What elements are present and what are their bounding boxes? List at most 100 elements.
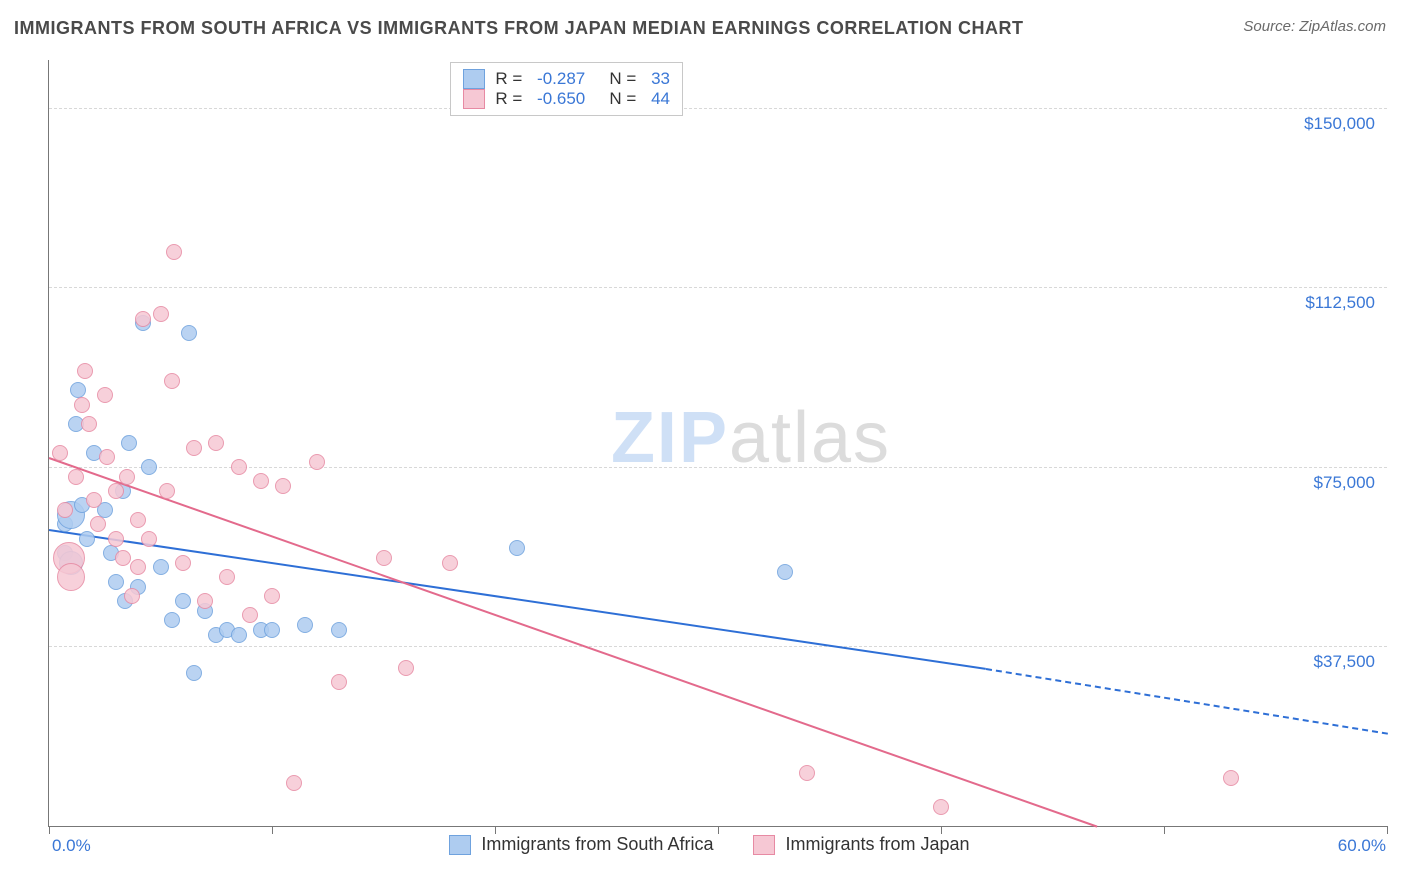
- x-tick: [495, 826, 496, 834]
- data-point-sa: [175, 593, 191, 609]
- data-point-jp: [1223, 770, 1239, 786]
- data-point-sa: [181, 325, 197, 341]
- data-point-jp: [442, 555, 458, 571]
- gridline-h: [49, 287, 1387, 288]
- data-point-sa: [264, 622, 280, 638]
- legend-row-sa: R = -0.287 N = 33: [463, 69, 670, 89]
- data-point-sa: [186, 665, 202, 681]
- data-point-jp: [197, 593, 213, 609]
- legend-n-label: N =: [595, 69, 636, 89]
- data-point-jp: [242, 607, 258, 623]
- data-point-jp: [108, 483, 124, 499]
- data-point-jp: [253, 473, 269, 489]
- data-point-jp: [175, 555, 191, 571]
- data-point-jp: [97, 387, 113, 403]
- gridline-h: [49, 467, 1387, 468]
- data-point-jp: [219, 569, 235, 585]
- data-point-jp: [119, 469, 135, 485]
- data-point-jp: [933, 799, 949, 815]
- data-point-sa: [141, 459, 157, 475]
- trend-line: [49, 457, 1098, 828]
- x-tick: [272, 826, 273, 834]
- legend-n-label: N =: [595, 89, 636, 109]
- data-point-jp: [398, 660, 414, 676]
- x-tick: [49, 826, 50, 834]
- legend-item-jp: Immigrants from Japan: [753, 834, 969, 855]
- data-point-jp: [264, 588, 280, 604]
- x-tick: [1387, 826, 1388, 834]
- data-point-sa: [164, 612, 180, 628]
- data-point-jp: [57, 563, 85, 591]
- legend-n-value: 44: [646, 89, 670, 109]
- legend-label: Immigrants from Japan: [785, 834, 969, 855]
- data-point-jp: [231, 459, 247, 475]
- legend-r-value: -0.650: [532, 89, 585, 109]
- legend-row-jp: R = -0.650 N = 44: [463, 89, 670, 109]
- data-point-jp: [90, 516, 106, 532]
- x-tick: [941, 826, 942, 834]
- legend-swatch: [753, 835, 775, 855]
- data-point-jp: [186, 440, 202, 456]
- data-point-jp: [115, 550, 131, 566]
- data-point-jp: [99, 449, 115, 465]
- data-point-jp: [57, 502, 73, 518]
- chart-title: IMMIGRANTS FROM SOUTH AFRICA VS IMMIGRAN…: [14, 18, 1023, 39]
- data-point-jp: [164, 373, 180, 389]
- x-axis-max-label: 60.0%: [1338, 836, 1386, 856]
- data-point-jp: [130, 559, 146, 575]
- data-point-sa: [108, 574, 124, 590]
- data-point-jp: [376, 550, 392, 566]
- legend-r-label: R =: [495, 69, 522, 89]
- legend-correlation-box: R = -0.287 N = 33R = -0.650 N = 44: [450, 62, 683, 116]
- legend-swatch: [463, 69, 485, 89]
- y-tick-label: $37,500: [1314, 652, 1375, 672]
- legend-r-value: -0.287: [532, 69, 585, 89]
- data-point-sa: [121, 435, 137, 451]
- source-name: ZipAtlas.com: [1299, 18, 1386, 35]
- y-tick-label: $150,000: [1304, 114, 1375, 134]
- data-point-sa: [777, 564, 793, 580]
- legend-swatch: [463, 89, 485, 109]
- data-point-sa: [509, 540, 525, 556]
- data-point-sa: [153, 559, 169, 575]
- source-prefix: Source:: [1243, 18, 1299, 35]
- trend-line: [985, 668, 1387, 735]
- data-point-jp: [799, 765, 815, 781]
- y-tick-label: $112,500: [1305, 293, 1375, 313]
- legend-item-sa: Immigrants from South Africa: [449, 834, 713, 855]
- y-tick-label: $75,000: [1314, 473, 1375, 493]
- data-point-jp: [81, 416, 97, 432]
- data-point-jp: [208, 435, 224, 451]
- x-tick: [718, 826, 719, 834]
- gridline-h: [49, 646, 1387, 647]
- data-point-sa: [231, 627, 247, 643]
- chart-plot-area: $37,500$75,000$112,500$150,000ZIPatlasR …: [48, 60, 1387, 827]
- legend-swatch: [449, 835, 471, 855]
- data-point-jp: [74, 397, 90, 413]
- x-tick: [1164, 826, 1165, 834]
- data-point-jp: [309, 454, 325, 470]
- x-axis-min-label: 0.0%: [52, 836, 91, 856]
- legend-r-label: R =: [495, 89, 522, 109]
- data-point-jp: [331, 674, 347, 690]
- data-point-sa: [297, 617, 313, 633]
- data-point-jp: [141, 531, 157, 547]
- data-point-jp: [159, 483, 175, 499]
- legend-label: Immigrants from South Africa: [481, 834, 713, 855]
- legend-series: Immigrants from South Africa Immigrants f…: [449, 834, 969, 855]
- data-point-jp: [124, 588, 140, 604]
- source-attribution: Source: ZipAtlas.com: [1243, 18, 1386, 35]
- data-point-sa: [331, 622, 347, 638]
- data-point-jp: [52, 445, 68, 461]
- data-point-jp: [108, 531, 124, 547]
- data-point-jp: [153, 306, 169, 322]
- legend-n-value: 33: [646, 69, 670, 89]
- data-point-jp: [130, 512, 146, 528]
- data-point-jp: [166, 244, 182, 260]
- data-point-jp: [68, 469, 84, 485]
- data-point-jp: [275, 478, 291, 494]
- gridline-h: [49, 108, 1387, 109]
- data-point-jp: [286, 775, 302, 791]
- data-point-jp: [77, 363, 93, 379]
- data-point-jp: [135, 311, 151, 327]
